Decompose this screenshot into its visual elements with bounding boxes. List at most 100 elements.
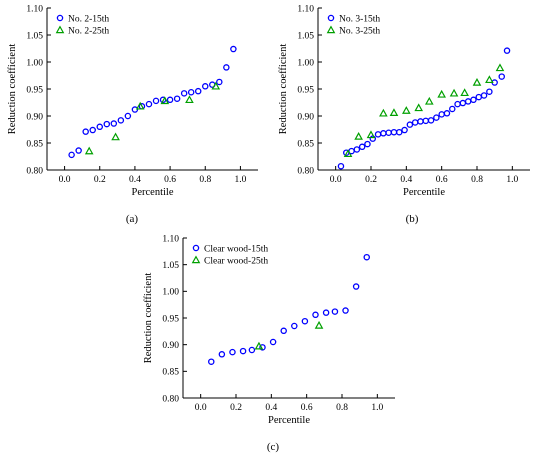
data-point-triangle (402, 106, 411, 114)
data-point-circle (342, 307, 349, 314)
data-point-circle (390, 128, 398, 136)
data-point-triangle (379, 108, 388, 117)
data-point-circle (117, 117, 125, 124)
data-point-circle (396, 128, 403, 136)
data-point-triangle (437, 89, 446, 98)
legend-marker-triangle (191, 255, 201, 264)
data-point-circle (459, 99, 467, 107)
data-point-circle (248, 346, 256, 354)
legend-entry: No. 2-25th (68, 26, 109, 36)
data-point-triangle (254, 341, 264, 350)
y-tick-label: 0.85 (26, 139, 43, 149)
panel-label: (b) (406, 213, 419, 225)
data-point-circle (475, 93, 483, 101)
data-point-circle (280, 327, 287, 335)
data-point-triangle (185, 95, 194, 104)
data-point-circle (201, 83, 209, 90)
data-point-circle (363, 253, 370, 261)
data-point-circle (239, 347, 247, 355)
y-tick-label: 0.95 (26, 85, 43, 95)
data-point-triangle (354, 131, 363, 140)
panel-label: (c) (267, 441, 280, 453)
chart-panel-2: 0.80 0.85 0.90 0.95 1.00 1.05 1.10 0.0 0.2 0.4 0.6… (143, 234, 395, 453)
data-point-circle (187, 88, 195, 96)
x-tick-label: 0.0 (330, 175, 342, 185)
data-point-circle (358, 143, 366, 151)
data-point-circle (110, 120, 118, 127)
data-point-triangle (414, 103, 424, 112)
y-tick-label: 1.10 (162, 234, 179, 244)
data-point-circle (422, 117, 430, 125)
data-point-circle (145, 100, 153, 108)
data-point-circle (208, 358, 215, 365)
data-point-circle (229, 348, 236, 356)
data-point-circle (464, 98, 472, 105)
data-point-circle (173, 95, 181, 102)
legend-entry: No. 3-25th (339, 26, 380, 36)
y-tick-label: 0.90 (162, 341, 179, 351)
data-point-circle (406, 121, 414, 128)
data-point-circle (230, 45, 237, 53)
data-point-triangle (472, 77, 482, 86)
x-tick-label: 0.4 (129, 175, 141, 185)
data-point-circle (166, 96, 174, 104)
data-point-circle (216, 78, 223, 86)
chart-panel-1: 0.80 0.85 0.90 0.95 1.00 1.05 1.10 0.0 0.2 0.4 0.6… (278, 4, 530, 225)
data-point-circle (369, 135, 377, 142)
y-tick-label: 0.85 (297, 139, 314, 149)
data-point-circle (269, 338, 277, 346)
legend-entry: Clear wood-15th (204, 244, 268, 254)
data-point-triangle (389, 108, 399, 117)
data-point-triangle (449, 88, 459, 97)
data-point-circle (486, 88, 493, 95)
data-point-circle (223, 64, 230, 71)
x-axis-label: Percentile (403, 187, 445, 198)
x-tick-label: 0.4 (400, 175, 412, 185)
data-point-circle (352, 283, 360, 290)
data-point-circle (503, 47, 511, 54)
y-axis-label: Reduction coefficient (278, 44, 289, 135)
data-point-circle (374, 131, 382, 138)
data-point-triangle (485, 75, 494, 84)
data-point-circle (124, 112, 132, 120)
data-point-circle (312, 311, 319, 319)
y-tick-label: 1.00 (162, 288, 179, 298)
y-tick-label: 0.80 (162, 394, 179, 404)
data-point-circle (385, 129, 392, 136)
y-tick-label: 0.80 (297, 166, 314, 176)
panel-label: (a) (126, 213, 139, 225)
y-tick-label: 1.05 (297, 31, 314, 41)
y-tick-label: 1.00 (26, 58, 43, 68)
y-tick-label: 0.95 (297, 85, 314, 95)
data-point-circle (380, 130, 387, 137)
data-point-triangle (84, 146, 94, 155)
y-tick-label: 0.90 (297, 112, 314, 122)
data-point-circle (454, 100, 461, 108)
data-point-circle (180, 90, 188, 97)
data-point-circle (443, 110, 451, 117)
data-point-triangle (135, 101, 145, 110)
data-point-circle (438, 111, 445, 118)
data-point-triangle (366, 130, 376, 139)
data-point-circle (480, 92, 488, 99)
data-point-circle (470, 96, 477, 104)
y-tick-label: 1.05 (26, 31, 43, 41)
data-point-circle (96, 123, 104, 131)
data-point-circle (68, 151, 75, 159)
x-axis-label: Percentile (268, 415, 310, 426)
data-point-circle (152, 97, 160, 105)
x-tick-label: 0.8 (336, 403, 348, 413)
data-point-triangle (160, 96, 170, 105)
x-tick-label: 0.2 (230, 403, 242, 413)
y-tick-label: 0.80 (26, 166, 43, 176)
data-point-triangle (111, 132, 120, 141)
legend-entry: No. 2-15th (68, 14, 109, 24)
x-tick-label: 1.0 (506, 175, 518, 185)
legend-marker-circle (327, 14, 335, 22)
x-tick-label: 0.6 (164, 175, 176, 185)
x-tick-label: 1.0 (371, 403, 383, 413)
legend-marker-circle (192, 244, 200, 252)
data-point-triangle (495, 63, 505, 72)
data-point-triangle (211, 81, 221, 90)
data-point-circle (75, 147, 82, 154)
